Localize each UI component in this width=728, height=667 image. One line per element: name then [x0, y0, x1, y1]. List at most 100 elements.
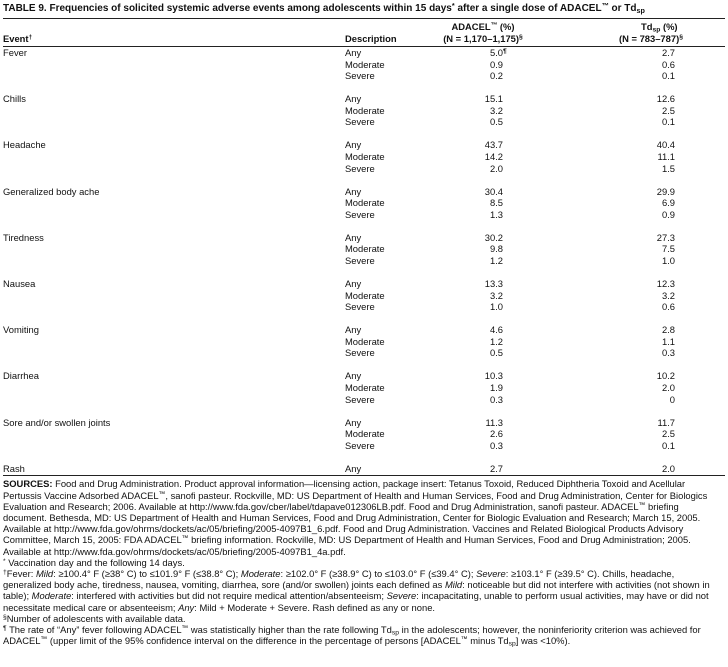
text-run: *: [3, 557, 6, 565]
text-run: Vaccination day and the following 14 day…: [5, 556, 185, 568]
text-run: ADACEL: [451, 21, 491, 32]
header-adacel-n: (N = 1,170–1,175)§: [443, 32, 523, 48]
footnote: ¶ The rate of “Any” fever following ADAC…: [3, 624, 725, 648]
adacel-value: 11.3: [443, 417, 523, 429]
spacer-row: [3, 359, 725, 371]
tdsp-value: 0.1: [661, 70, 675, 82]
adacel-value: 3.2: [443, 105, 523, 117]
value: 1.3: [489, 208, 503, 220]
spacer-row: [3, 313, 725, 325]
data-row: Sore and/or swollen joints Any 11.3 11.7: [3, 417, 725, 429]
tdsp-value: 2.5: [661, 428, 675, 440]
data-row: Severe 1.0 0.6: [3, 301, 725, 313]
text-run: Number of adolescents with available dat…: [6, 612, 186, 624]
tdsp-value: 1.1: [661, 335, 675, 347]
table-body: Fever Any 5.0 ¶ 2.7 Moderate 0.9 0.6 Severe 0.2 0.…: [3, 47, 725, 475]
tdsp-value: 11.7: [657, 416, 675, 428]
value: 2.7: [489, 462, 503, 474]
text-run: ™: [40, 636, 48, 644]
description: Moderate: [345, 151, 385, 163]
adacel-value: 9.8: [443, 243, 523, 255]
empty-cell: [3, 359, 725, 371]
text-run: †: [28, 33, 33, 41]
description: Any: [345, 185, 362, 197]
description: Severe: [345, 208, 375, 220]
data-row: Moderate 8.5 6.9: [3, 197, 725, 209]
description: Any: [345, 231, 362, 243]
text-run: : incapacitating, unable to perform usua…: [3, 590, 709, 613]
description: Any: [345, 370, 362, 382]
header-row: Event† Description (N = 1,170–1,175)§ (N…: [3, 32, 725, 48]
adacel-value: 0.3: [443, 394, 523, 406]
adacel-value: 10.3: [443, 370, 523, 382]
tdsp-value: 2.5: [661, 104, 675, 116]
data-row: Rash Any 2.7 2.0: [3, 463, 725, 475]
adacel-value: 14.2: [443, 151, 523, 163]
data-row: Moderate 9.8 7.5: [3, 243, 725, 255]
description: Severe: [345, 162, 375, 174]
description: Moderate: [345, 289, 385, 301]
header-tdsp-n: (N = 783–787)§: [609, 32, 725, 48]
tdsp-value: 0.3: [661, 347, 675, 359]
adacel-value: 4.6: [443, 324, 523, 336]
tdsp-value: 2.7: [661, 47, 675, 59]
spacer-row: [3, 174, 725, 186]
tdsp-value: 27.3: [656, 231, 675, 243]
text-run: : ≥100.4° F (≥38° C) to ≤101.9° F (≤38.8…: [53, 567, 241, 579]
description: Moderate: [345, 243, 385, 255]
footnote: §Number of adolescents with available da…: [3, 613, 725, 624]
empty-cell: [3, 70, 345, 82]
event-name: Vomiting: [3, 324, 39, 336]
text-run: (N = 1,170–1,175): [443, 32, 520, 44]
empty-cell: [523, 440, 609, 452]
text-run: *: [451, 0, 455, 10]
empty-cell: [523, 151, 609, 163]
empty-cell: [523, 394, 609, 406]
text-run: Event: [3, 32, 29, 44]
header-row: ADACEL™ (%) Tdsp (%): [3, 19, 725, 34]
description: Severe: [345, 301, 375, 313]
tdsp-value: 0.1: [661, 439, 675, 451]
tdsp-value: 1.0: [661, 254, 675, 266]
empty-cell: [3, 174, 725, 186]
tdsp-value: 0.6: [661, 301, 675, 313]
value: 10.3: [484, 370, 503, 382]
text-run: Severe: [476, 567, 506, 579]
data-row: Generalized body ache Any 30.4 29.9: [3, 186, 725, 198]
description: Any: [345, 93, 362, 105]
footnote: †Fever: Mild: ≥100.4° F (≥38° C) to ≤101…: [3, 568, 725, 613]
event-name: Tiredness: [3, 231, 44, 243]
empty-cell: [3, 105, 345, 117]
data-row: Moderate 3.2 2.5: [3, 105, 725, 117]
adacel-value: 5.0 ¶: [443, 47, 523, 59]
description: Severe: [345, 393, 375, 405]
empty-cell: [3, 151, 345, 163]
tdsp-value: 10.2: [656, 370, 675, 382]
data-row: Severe 0.5 0.1: [3, 116, 725, 128]
value: 11.3: [485, 416, 503, 428]
tdsp-value: 7.5: [661, 243, 675, 255]
adacel-value: 0.5: [443, 116, 523, 128]
header-event: Event†: [3, 32, 345, 48]
description: Moderate: [345, 197, 385, 209]
value: 9.8: [489, 243, 503, 255]
empty-cell: [3, 451, 725, 463]
value: 1.2: [489, 335, 503, 347]
description: Any: [345, 324, 362, 336]
text-run: ™: [181, 624, 189, 632]
data-row: Nausea Any 13.3 12.3: [3, 278, 725, 290]
empty-cell: [523, 59, 609, 71]
value: 1.2: [489, 254, 503, 266]
text-run: ] was <10%).: [515, 635, 571, 647]
text-run: ™: [181, 535, 189, 543]
empty-cell: [3, 440, 345, 452]
empty-cell: [3, 197, 345, 209]
value: 0.3: [489, 393, 503, 405]
adacel-value: 2.0: [443, 163, 523, 175]
tdsp-value: 0: [669, 393, 675, 405]
tdsp-value: 2.0: [661, 462, 675, 474]
tdsp-value: 29.9: [656, 185, 675, 197]
text-run: ™: [490, 21, 498, 29]
data-row: Chills Any 15.1 12.6: [3, 93, 725, 105]
event-name: Generalized body ache: [3, 185, 100, 197]
